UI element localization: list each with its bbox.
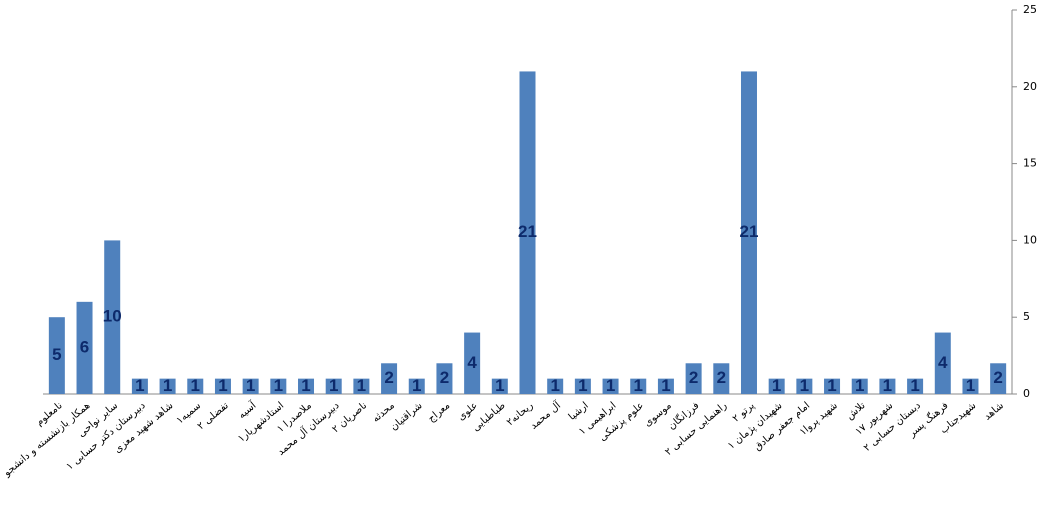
- y-tick-label: 15: [1023, 157, 1037, 170]
- bar: [962, 378, 979, 394]
- data-label: 1: [191, 376, 200, 395]
- data-label: 21: [740, 222, 759, 241]
- bar: [48, 317, 65, 394]
- bar: [547, 378, 564, 394]
- x-tick-label: آسیه: [235, 398, 259, 421]
- data-label: 1: [357, 376, 366, 395]
- bar: [740, 71, 757, 394]
- bar: [353, 378, 370, 394]
- bar: [408, 378, 425, 394]
- data-label: 1: [827, 376, 836, 395]
- bar: [159, 378, 176, 394]
- data-label: 2: [440, 368, 449, 387]
- bar: [464, 332, 481, 394]
- data-label: 1: [329, 376, 338, 395]
- data-label: 4: [467, 353, 477, 372]
- bar: [879, 378, 896, 394]
- bar: [76, 301, 93, 394]
- bar: [104, 240, 121, 394]
- bar: [796, 378, 813, 394]
- bar: [630, 378, 647, 394]
- bar: [298, 378, 315, 394]
- data-label: 1: [910, 376, 919, 395]
- bar: [519, 71, 536, 394]
- data-label: 5: [52, 345, 61, 364]
- data-label: 1: [246, 376, 255, 395]
- data-label: 1: [883, 376, 892, 395]
- bar: [574, 378, 591, 394]
- bar: [768, 378, 785, 394]
- bar: [602, 378, 619, 394]
- data-label: 1: [578, 376, 587, 395]
- data-label: 2: [689, 368, 698, 387]
- data-label: 1: [550, 376, 559, 395]
- bar: [325, 378, 342, 394]
- data-label: 2: [993, 368, 1002, 387]
- data-label: 1: [135, 376, 144, 395]
- y-tick-label: 0: [1023, 387, 1030, 400]
- bar: [270, 378, 287, 394]
- y-tick-label: 25: [1023, 3, 1037, 16]
- data-label: 2: [717, 368, 726, 387]
- bar: [491, 378, 508, 394]
- bar: [685, 363, 702, 394]
- data-label: 1: [855, 376, 864, 395]
- x-tick-label: تفضلی ۲: [196, 400, 231, 432]
- bar: [824, 378, 841, 394]
- bar: [990, 363, 1007, 394]
- data-label: 1: [772, 376, 781, 395]
- data-label: 1: [966, 376, 975, 395]
- y-tick-label: 20: [1023, 80, 1037, 93]
- y-tick-label: 10: [1023, 233, 1037, 246]
- data-label: 1: [634, 376, 643, 395]
- data-label: 1: [800, 376, 809, 395]
- data-label: 1: [412, 376, 421, 395]
- bar: [907, 378, 924, 394]
- bar: [131, 378, 148, 394]
- bar: [713, 363, 730, 394]
- bar: [187, 378, 204, 394]
- data-label: 10: [103, 307, 122, 326]
- x-tick-label: آل محمد: [527, 398, 564, 432]
- bar: [381, 363, 398, 394]
- data-label: 1: [274, 376, 283, 395]
- data-label: 1: [301, 376, 310, 395]
- x-tick-label: شاهد: [982, 400, 1006, 423]
- data-label: 1: [495, 376, 504, 395]
- y-tick-label: 5: [1023, 310, 1030, 323]
- bar: [436, 363, 453, 394]
- data-label: 4: [938, 353, 948, 372]
- x-tick-label: تلاش: [844, 400, 867, 422]
- data-label: 21: [518, 222, 537, 241]
- bar: [242, 378, 259, 394]
- data-label: 1: [163, 376, 172, 395]
- bar: [851, 378, 868, 394]
- data-label: 1: [218, 376, 227, 395]
- bar: [657, 378, 674, 394]
- data-label: 1: [606, 376, 615, 395]
- data-label: 6: [80, 337, 89, 356]
- data-label: 1: [661, 376, 670, 395]
- bar: [214, 378, 231, 394]
- data-label: 2: [384, 368, 393, 387]
- x-tick-label: معراج: [426, 400, 452, 424]
- bar: [934, 332, 951, 394]
